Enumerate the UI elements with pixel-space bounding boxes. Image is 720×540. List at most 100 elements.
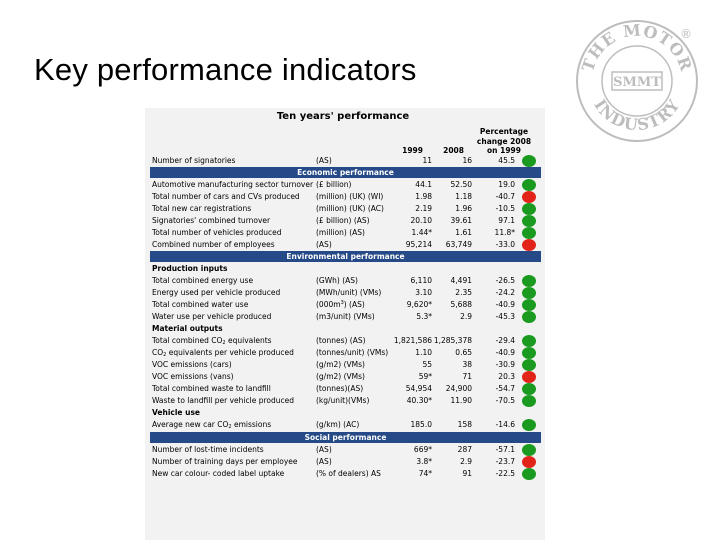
table-row: Total number of vehicles produced (millio… (152, 227, 542, 239)
row-unit: (tonnes/unit) (VMs) (316, 348, 389, 357)
row-unit-part: (000m (316, 300, 341, 309)
group-label-vehicle: Vehicle use (152, 408, 200, 417)
row-label: Total combined energy use (152, 276, 254, 285)
row-label: Water use per vehicle produced (152, 312, 272, 321)
page-title: Key performance indicators (34, 52, 417, 87)
row-unit: (kg/unit)(VMs) (316, 396, 370, 405)
table-row: Number of training days per employee (AS)… (152, 456, 542, 468)
row-percent-change: -70.5 (495, 396, 515, 405)
table-row: CO2 equivalents per vehicle produced (ton… (152, 347, 542, 359)
row-value-1999: 9,620* (406, 300, 432, 309)
row-percent-change: -29.4 (495, 336, 515, 345)
table-row: Signatories' combined turnover (£ billion… (152, 215, 542, 227)
table-row: Automotive manufacturing sector turnover… (152, 179, 542, 191)
status-indicator (522, 359, 536, 371)
row-unit: (% of dealers) AS (316, 469, 381, 478)
row-unit: (AS) (316, 156, 332, 165)
row-value-2008: 52.50 (450, 180, 472, 189)
svg-text:INDUSTRY: INDUSTRY (590, 96, 684, 135)
table-row: Number of signatories (AS) 11 16 45.5 (152, 155, 542, 167)
row-percent-change: -40.9 (495, 348, 515, 357)
status-indicator (522, 456, 536, 468)
row-value-2008: 91 (462, 469, 472, 478)
row-label: Number of signatories (152, 156, 236, 165)
row-percent-change: -30.9 (495, 360, 515, 369)
row-label-subscript: 2 (222, 340, 226, 346)
table-row: VOC emissions (cars) (g/m2) (VMs) 55 38 -30.… (152, 359, 542, 371)
row-value-1999: 3.8* (416, 457, 432, 466)
header-percentage-change: Percentage change 2008 on 1999 (475, 127, 533, 156)
row-value-2008: 24,900 (445, 384, 472, 393)
status-indicator (522, 215, 536, 227)
row-value-1999: 95,214 (405, 240, 432, 249)
table-row: VOC emissions (vans) (g/m2) (VMs) 59* 71 20.… (152, 371, 542, 383)
header-pct-line1: Percentage (479, 127, 529, 136)
row-value-1999: 1,821,586 (393, 336, 432, 345)
row-value-2008: 158 (457, 420, 472, 429)
row-unit: (tonnes)(AS) (316, 384, 364, 393)
row-value-2008: 1.61 (455, 228, 472, 237)
row-unit: (million) (UK) (WI) (316, 192, 384, 201)
row-value-2008: 0.65 (455, 348, 472, 357)
row-value-2008: 287 (457, 445, 472, 454)
row-label-part: CO (152, 348, 164, 357)
row-percent-change: -14.6 (495, 420, 515, 429)
table-subtitle: Ten years' performance (276, 111, 410, 122)
status-indicator (522, 203, 536, 215)
kpi-table-panel (145, 108, 545, 540)
row-value-2008: 1.96 (455, 204, 472, 213)
row-percent-change: 45.5 (498, 156, 515, 165)
row-unit-superscript: 3 (340, 300, 344, 306)
row-value-1999: 2.19 (415, 204, 432, 213)
status-indicator (522, 419, 536, 431)
table-row: Total number of cars and CVs produced (mi… (152, 191, 542, 203)
row-label: Combined number of employees (152, 240, 275, 249)
status-indicator (522, 311, 536, 323)
table-row: Water use per vehicle produced (m3/unit) … (152, 311, 542, 323)
group-label-production: Production inputs (152, 264, 228, 273)
row-value-1999: 54,954 (405, 384, 432, 393)
row-unit: (£ billion) (316, 180, 352, 189)
row-value-1999: 5.3* (416, 312, 432, 321)
row-value-1999: 3.10 (415, 288, 432, 297)
row-value-1999: 40.30* (406, 396, 432, 405)
row-unit: (AS) (316, 457, 332, 466)
row-label: Waste to landfill per vehicle produced (152, 396, 294, 405)
row-label-part: equivalents (225, 336, 272, 345)
row-label-subscript: 2 (163, 352, 167, 358)
row-label: CO2 equivalents per vehicle produced (152, 347, 294, 359)
row-percent-change: -22.5 (495, 469, 515, 478)
header-pct-line3: on 1999 (487, 146, 521, 155)
row-unit: (£ billion) (AS) (316, 216, 370, 225)
row-value-1999: 74* (418, 469, 432, 478)
status-indicator (522, 275, 536, 287)
row-percent-change: -54.7 (495, 384, 515, 393)
row-unit: (g/km) (AC) (316, 420, 360, 429)
row-unit: (AS) (316, 445, 332, 454)
smmt-seal-logo: THE MOTOR INDUSTRY SMMT ® (576, 20, 698, 142)
table-row: Waste to landfill per vehicle produced (k… (152, 395, 542, 407)
row-unit: (MWh/unit) (VMs) (316, 288, 382, 297)
table-row: Total combined CO2 equivalents (tonnes) (… (152, 335, 542, 347)
row-label: Signatories' combined turnover (152, 216, 271, 225)
row-value-1999: 1.44* (411, 228, 432, 237)
row-label-part: Average new car CO (152, 420, 229, 429)
row-label: Number of training days per employee (152, 457, 298, 466)
row-value-2008: 2.9 (460, 457, 472, 466)
status-indicator (522, 191, 536, 203)
table-row: New car colour- coded label uptake (% of … (152, 468, 542, 480)
row-percent-change: 20.3 (498, 372, 515, 381)
table-row: Total combined energy use (GWh) (AS) 6,110… (152, 275, 542, 287)
table-row: Number of lost-time incidents (AS) 669* 287… (152, 444, 542, 456)
row-percent-change: 11.8* (494, 228, 515, 237)
row-unit: (AS) (316, 240, 332, 249)
status-indicator (522, 371, 536, 383)
status-indicator (522, 395, 536, 407)
row-value-2008: 71 (462, 372, 472, 381)
header-pct-line2: change 2008 (476, 136, 532, 146)
section-bar-environmental: Environmental performance (150, 251, 541, 262)
status-indicator (522, 227, 536, 239)
row-label: Total combined CO2 equivalents (152, 335, 272, 347)
row-value-1999: 59* (418, 372, 432, 381)
status-indicator (522, 444, 536, 456)
